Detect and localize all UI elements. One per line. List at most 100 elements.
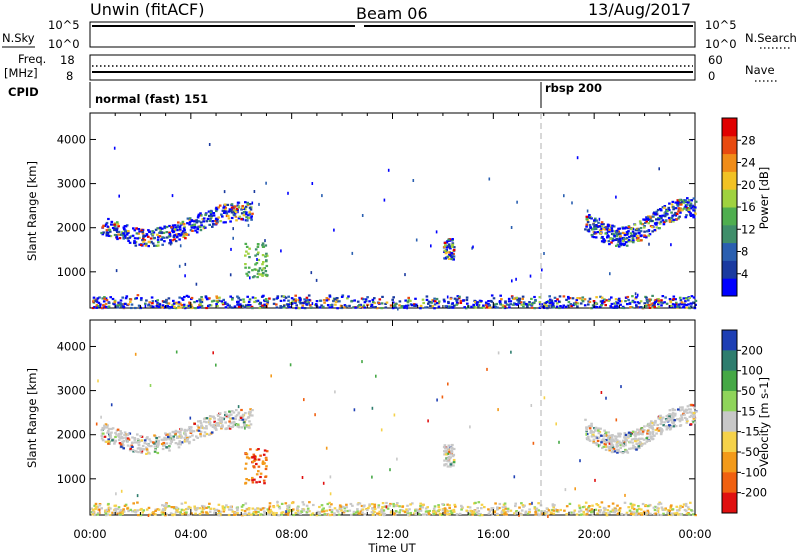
data-cell xyxy=(689,214,693,217)
data-cell xyxy=(136,494,139,498)
data-cell xyxy=(445,450,448,453)
data-cell xyxy=(600,501,604,504)
data-cell xyxy=(622,442,625,445)
data-cell xyxy=(323,513,327,516)
data-cell xyxy=(179,244,182,248)
data-cell xyxy=(256,299,260,302)
data-cell xyxy=(323,301,326,304)
data-cell xyxy=(321,194,323,198)
data-cell xyxy=(261,254,265,257)
data-cell xyxy=(614,298,618,301)
data-cell xyxy=(619,450,622,454)
data-cell xyxy=(443,450,446,453)
data-cell xyxy=(488,177,491,181)
data-cell xyxy=(389,502,392,506)
data-cell xyxy=(328,514,332,517)
data-cell xyxy=(619,242,622,245)
data-cell xyxy=(169,239,172,242)
data-cell xyxy=(115,229,118,232)
data-cell xyxy=(608,445,612,448)
data-cell xyxy=(174,226,178,229)
data-cell xyxy=(199,212,202,215)
data-cell xyxy=(613,450,616,453)
data-cell xyxy=(188,426,191,429)
data-cell xyxy=(254,508,257,511)
data-cell xyxy=(241,415,245,418)
data-cell xyxy=(475,511,479,514)
data-cell xyxy=(129,445,133,448)
data-cell xyxy=(255,473,259,476)
data-cell xyxy=(267,512,271,515)
data-cell xyxy=(617,230,620,233)
data-cell xyxy=(631,441,634,444)
data-cell xyxy=(688,411,692,414)
data-cell xyxy=(400,509,404,512)
data-cell xyxy=(208,415,212,418)
data-cell xyxy=(244,452,248,455)
data-cell xyxy=(196,306,200,309)
data-cell xyxy=(284,502,288,505)
data-cell xyxy=(637,512,641,515)
data-cell xyxy=(330,305,334,308)
data-cell xyxy=(223,203,227,206)
data-cell xyxy=(173,305,176,308)
data-cell xyxy=(215,421,218,425)
data-cell xyxy=(626,295,630,299)
data-cell xyxy=(670,504,673,507)
freq-label: Freq. xyxy=(18,52,46,66)
data-cell xyxy=(242,211,246,214)
data-cell xyxy=(683,303,686,306)
data-cell xyxy=(590,422,593,425)
data-cell xyxy=(168,432,172,435)
data-cell xyxy=(114,507,118,510)
data-cell xyxy=(263,482,266,485)
data-cell xyxy=(413,304,416,307)
data-cell xyxy=(656,208,660,212)
data-cell xyxy=(689,408,692,411)
data-cell xyxy=(518,299,521,302)
data-cell xyxy=(681,303,684,306)
data-cell xyxy=(217,414,220,417)
data-cell xyxy=(119,305,123,308)
data-cell xyxy=(261,460,265,463)
data-cell xyxy=(487,302,490,306)
data-cell xyxy=(128,236,132,239)
data-cell xyxy=(538,296,542,299)
data-cell xyxy=(516,200,518,204)
data-cell xyxy=(626,451,630,454)
data-cell xyxy=(296,506,299,509)
data-cell xyxy=(406,512,409,515)
data-cell xyxy=(285,510,287,514)
data-cell xyxy=(551,303,555,306)
data-cell xyxy=(358,502,362,505)
data-cell xyxy=(472,245,474,249)
data-cell xyxy=(243,424,246,427)
data-cell xyxy=(234,415,238,418)
data-cell xyxy=(602,238,605,241)
data-cell xyxy=(445,447,448,450)
data-cell xyxy=(642,218,645,221)
data-cell xyxy=(581,300,585,303)
data-cell xyxy=(645,220,648,223)
data-cell xyxy=(135,297,138,300)
data-cell xyxy=(131,436,134,439)
data-cell xyxy=(171,194,174,198)
data-cell xyxy=(256,507,260,510)
data-cell xyxy=(649,422,652,425)
data-cell xyxy=(670,216,674,219)
data-cell xyxy=(469,509,472,512)
data-cell xyxy=(669,413,673,417)
data-cell xyxy=(604,512,608,515)
data-cell xyxy=(629,235,633,238)
data-cell xyxy=(145,446,148,449)
data-cell xyxy=(116,304,119,307)
data-cell xyxy=(421,504,425,507)
data-cell xyxy=(309,306,313,309)
data-cell xyxy=(398,511,401,514)
data-cell xyxy=(346,509,350,513)
data-cell xyxy=(424,507,428,510)
data-cell xyxy=(673,213,676,216)
data-cell xyxy=(322,299,326,302)
data-cell xyxy=(117,225,120,228)
data-cell xyxy=(451,253,454,256)
